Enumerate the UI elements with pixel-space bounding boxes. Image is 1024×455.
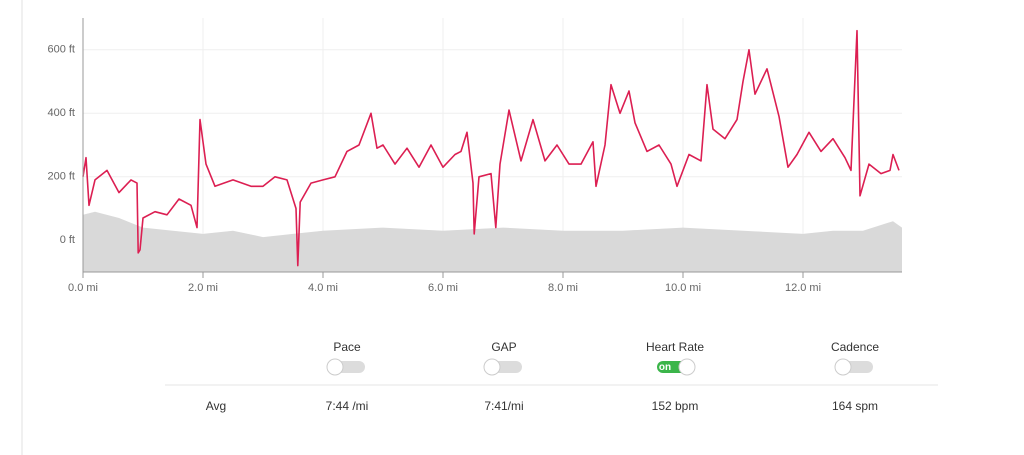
- avg-value: 164 spm: [832, 399, 878, 413]
- chart: 0 ft 200 ft 400 ft 600 ft 0.0 mi 2.0 mi 4.0 mi…: [47, 18, 902, 294]
- y-tick-label: 400 ft: [47, 107, 75, 119]
- elevation-area: [83, 211, 902, 272]
- x-tick-label: 12.0 mi: [785, 282, 821, 294]
- toggle-on-label: on: [659, 362, 671, 373]
- x-tick-label: 2.0 mi: [188, 282, 218, 294]
- y-tick-label: 0 ft: [60, 234, 75, 246]
- toggle-label: GAP: [491, 340, 516, 354]
- y-tick-label: 600 ft: [47, 44, 75, 56]
- avg-label: Avg: [206, 399, 226, 413]
- toggle-knob: [326, 358, 344, 376]
- toggle[interactable]: [483, 358, 522, 376]
- toggle-label: Heart Rate: [646, 340, 704, 354]
- avg-value: 7:44 /mi: [326, 399, 369, 413]
- toggle[interactable]: [326, 358, 365, 376]
- y-tick-label: 200 ft: [47, 171, 75, 183]
- toggle-label: Pace: [333, 340, 361, 354]
- x-tick-label: 6.0 mi: [428, 282, 458, 294]
- x-tick-label: 10.0 mi: [665, 282, 701, 294]
- toggle[interactable]: on: [657, 358, 696, 376]
- toggle[interactable]: [834, 358, 873, 376]
- controls: Pace 7:44 /mi GAP 7:41/mi Heart Rate on 152 bp…: [206, 340, 880, 413]
- avg-value: 152 bpm: [652, 399, 699, 413]
- toggle-knob: [834, 358, 852, 376]
- toggle-knob: [483, 358, 501, 376]
- avg-value: 7:41/mi: [484, 399, 523, 413]
- x-tick-label: 4.0 mi: [308, 282, 338, 294]
- toggle-label: Cadence: [831, 340, 879, 354]
- data-line: [82, 29, 900, 267]
- x-tick-label: 8.0 mi: [548, 282, 578, 294]
- toggle-knob: [678, 358, 696, 376]
- x-tick-label: 0.0 mi: [68, 282, 98, 294]
